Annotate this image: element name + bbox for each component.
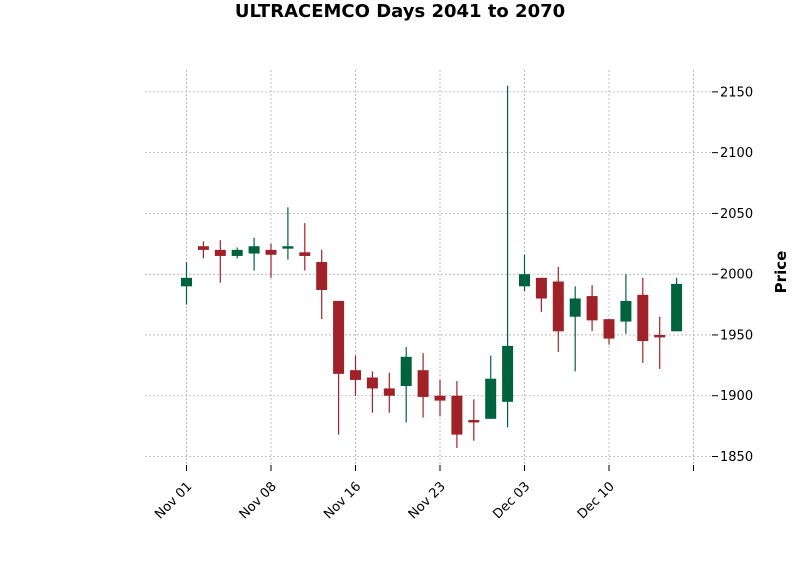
candle-up	[231, 249, 243, 256]
candles	[181, 85, 683, 448]
candle-down	[434, 395, 446, 401]
candle-down	[468, 420, 480, 423]
candle-up	[569, 298, 581, 317]
y-tick-label: 1850	[720, 450, 753, 465]
candle-down	[333, 300, 345, 374]
candle-up	[502, 345, 514, 402]
candle-up	[620, 300, 632, 322]
chart-title: ULTRACEMCO Days 2041 to 2070	[235, 1, 565, 22]
grid-lines	[145, 70, 712, 465]
y-tick-label: 1900	[720, 389, 753, 404]
x-tick-label: Dec 10	[575, 479, 618, 522]
candle-up	[485, 378, 497, 419]
y-tick-label: 2150	[720, 85, 753, 100]
candle-down	[366, 377, 378, 389]
candle-down	[265, 249, 277, 255]
x-tick-label: Nov 01	[152, 479, 195, 522]
candle-down	[299, 252, 311, 256]
candle-down	[316, 262, 328, 290]
candle-down	[654, 334, 666, 338]
candle-up	[519, 274, 530, 287]
candle-down	[383, 388, 395, 396]
y-tick-label: 2000	[720, 268, 753, 283]
candle-down	[637, 294, 649, 342]
x-tick-label: Nov 16	[321, 479, 364, 522]
x-tick-label: Nov 23	[406, 479, 449, 522]
x-tick-label: Dec 03	[490, 479, 533, 522]
x-axis: Nov 01 Nov 08 Nov 16 Nov 23 Dec 03 Dec 10	[152, 465, 694, 522]
candle-down	[417, 370, 429, 397]
y-tick-label: 2100	[720, 146, 753, 161]
x-tick-label: Nov 08	[237, 479, 280, 522]
candle-up	[248, 246, 260, 254]
y-axis: 1850 1900 1950 2000 2050 2100 2150	[712, 85, 753, 465]
candle-up	[181, 277, 192, 287]
candle-up	[282, 246, 294, 249]
y-tick-label: 1950	[720, 328, 753, 343]
candle-down	[197, 246, 209, 250]
candle-up	[400, 356, 412, 386]
candle-down	[586, 296, 598, 321]
y-axis-label: Price	[772, 251, 790, 294]
candle-down	[350, 370, 361, 380]
candle-down	[214, 249, 226, 256]
candle-down	[535, 277, 547, 299]
candle-down	[603, 319, 615, 339]
candle-down	[552, 281, 564, 332]
y-tick-label: 2050	[720, 207, 753, 222]
candle-down	[451, 395, 463, 435]
candle-up	[671, 283, 683, 332]
